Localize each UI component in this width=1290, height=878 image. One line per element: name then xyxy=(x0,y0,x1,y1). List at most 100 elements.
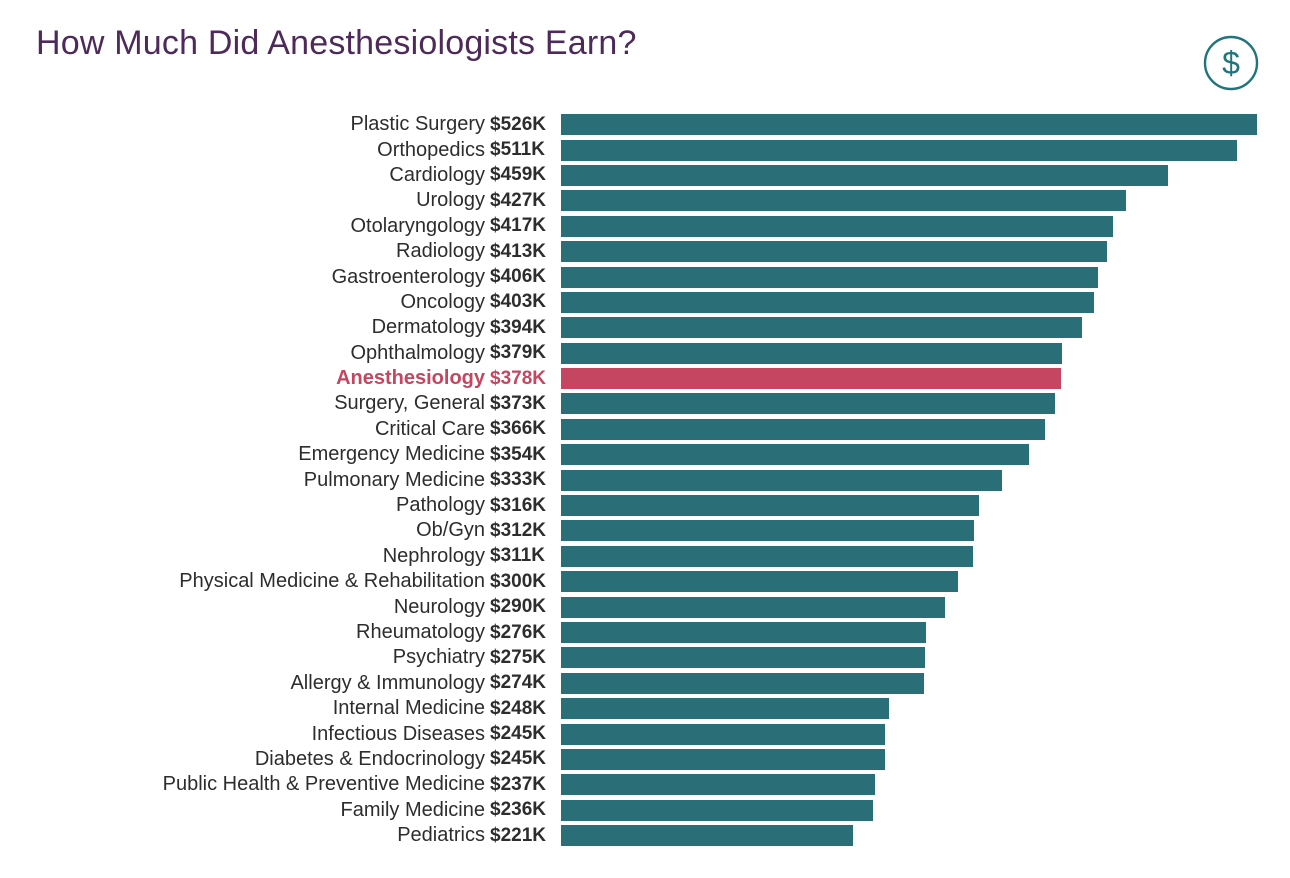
bar-track xyxy=(561,597,1252,618)
bar xyxy=(561,114,1257,135)
row-value: $276K xyxy=(490,622,561,644)
row-value: $274K xyxy=(490,672,561,694)
row-label: Urology xyxy=(90,189,490,212)
bar xyxy=(561,825,853,846)
row-label: Diabetes & Endocrinology xyxy=(90,748,490,771)
bar-track xyxy=(561,724,1252,745)
row-value: $312K xyxy=(490,520,561,542)
row-value: $526K xyxy=(490,114,561,136)
chart-row: Cardiology$459K xyxy=(90,163,1252,188)
row-value: $406K xyxy=(490,266,561,288)
row-value: $394K xyxy=(490,317,561,339)
row-value: $511K xyxy=(490,139,561,161)
bar-track xyxy=(561,520,1252,541)
row-value: $354K xyxy=(490,444,561,466)
row-label: Family Medicine xyxy=(90,799,490,822)
bar xyxy=(561,393,1055,414)
chart-row: Urology$427K xyxy=(90,188,1252,213)
row-label: Anesthesiology xyxy=(90,367,490,390)
row-value: $403K xyxy=(490,291,561,313)
bar xyxy=(561,241,1107,262)
bar-track xyxy=(561,495,1252,516)
chart-row: Infectious Diseases$245K xyxy=(90,721,1252,746)
dollar-icon: $ xyxy=(1202,34,1260,92)
chart-row: Ob/Gyn$312K xyxy=(90,518,1252,543)
bar xyxy=(561,520,974,541)
row-label: Surgery, General xyxy=(90,392,490,415)
chart-row: Anesthesiology$378K xyxy=(90,366,1252,391)
row-label: Critical Care xyxy=(90,418,490,441)
bar xyxy=(561,444,1029,465)
chart-row: Dermatology$394K xyxy=(90,315,1252,340)
bar-track xyxy=(561,622,1252,643)
row-value: $236K xyxy=(490,799,561,821)
row-value: $417K xyxy=(490,215,561,237)
bar xyxy=(561,190,1126,211)
row-label: Oncology xyxy=(90,291,490,314)
row-value: $316K xyxy=(490,495,561,517)
bar-track xyxy=(561,546,1252,567)
bar xyxy=(561,597,945,618)
bar-track xyxy=(561,317,1252,338)
bar xyxy=(561,724,885,745)
bar-track xyxy=(561,698,1252,719)
bar-track xyxy=(561,800,1252,821)
row-value: $237K xyxy=(490,774,561,796)
row-label: Orthopedics xyxy=(90,139,490,162)
row-label: Internal Medicine xyxy=(90,697,490,720)
bar-track xyxy=(561,216,1252,237)
bar-track xyxy=(561,267,1252,288)
bar-track xyxy=(561,774,1252,795)
bar xyxy=(561,470,1002,491)
bar-track xyxy=(561,140,1252,161)
row-label: Physical Medicine & Rehabilitation xyxy=(90,570,490,593)
row-value: $413K xyxy=(490,241,561,263)
chart-row: Allergy & Immunology$274K xyxy=(90,671,1252,696)
salary-bar-chart: Plastic Surgery$526KOrthopedics$511KCard… xyxy=(90,112,1252,848)
row-label: Emergency Medicine xyxy=(90,443,490,466)
bar-track xyxy=(561,292,1252,313)
bar xyxy=(561,165,1168,186)
row-value: $459K xyxy=(490,164,561,186)
chart-row: Internal Medicine$248K xyxy=(90,696,1252,721)
chart-row: Pediatrics$221K xyxy=(90,823,1252,848)
row-label: Gastroenterology xyxy=(90,266,490,289)
bar xyxy=(561,317,1082,338)
bar-track xyxy=(561,825,1252,846)
row-label: Allergy & Immunology xyxy=(90,672,490,695)
bar xyxy=(561,292,1094,313)
chart-row: Plastic Surgery$526K xyxy=(90,112,1252,137)
row-label: Pediatrics xyxy=(90,824,490,847)
bar xyxy=(561,140,1237,161)
bar-track xyxy=(561,673,1252,694)
bar-track xyxy=(561,368,1252,389)
bar xyxy=(561,343,1062,364)
row-value: $245K xyxy=(490,748,561,770)
bar-track xyxy=(561,571,1252,592)
chart-row: Nephrology$311K xyxy=(90,544,1252,569)
row-value: $245K xyxy=(490,723,561,745)
chart-row: Emergency Medicine$354K xyxy=(90,442,1252,467)
bar xyxy=(561,698,889,719)
bar-track xyxy=(561,165,1252,186)
row-label: Radiology xyxy=(90,240,490,263)
bar-track xyxy=(561,444,1252,465)
row-label: Cardiology xyxy=(90,164,490,187)
bar-track xyxy=(561,470,1252,491)
chart-row: Psychiatry$275K xyxy=(90,645,1252,670)
row-value: $378K xyxy=(490,368,561,390)
chart-row: Physical Medicine & Rehabilitation$300K xyxy=(90,569,1252,594)
row-label: Pathology xyxy=(90,494,490,517)
row-label: Neurology xyxy=(90,596,490,619)
row-value: $366K xyxy=(490,418,561,440)
row-label: Rheumatology xyxy=(90,621,490,644)
chart-row: Orthopedics$511K xyxy=(90,137,1252,162)
row-value: $311K xyxy=(490,545,561,567)
bar-track xyxy=(561,419,1252,440)
bar xyxy=(561,216,1113,237)
bar xyxy=(561,546,973,567)
row-label: Public Health & Preventive Medicine xyxy=(90,773,490,796)
bar xyxy=(561,495,979,516)
bar-track xyxy=(561,343,1252,364)
row-label: Psychiatry xyxy=(90,646,490,669)
